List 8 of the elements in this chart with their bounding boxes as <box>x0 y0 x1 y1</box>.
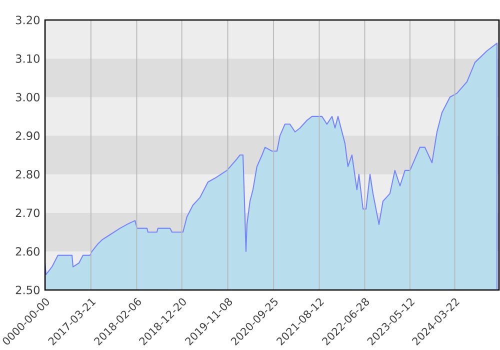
y-tick-label: 3.10 <box>16 54 40 63</box>
y-tick-label: 2.90 <box>16 131 40 140</box>
y-tick-label: 2.50 <box>16 286 40 294</box>
y-tick-label: 3.20 <box>16 16 40 24</box>
y-tick-label: 3.00 <box>16 92 40 102</box>
y-tick-label: 2.60 <box>16 247 40 256</box>
y-tick-label: 2.70 <box>16 208 40 218</box>
y-tick-label: 2.80 <box>16 170 40 179</box>
